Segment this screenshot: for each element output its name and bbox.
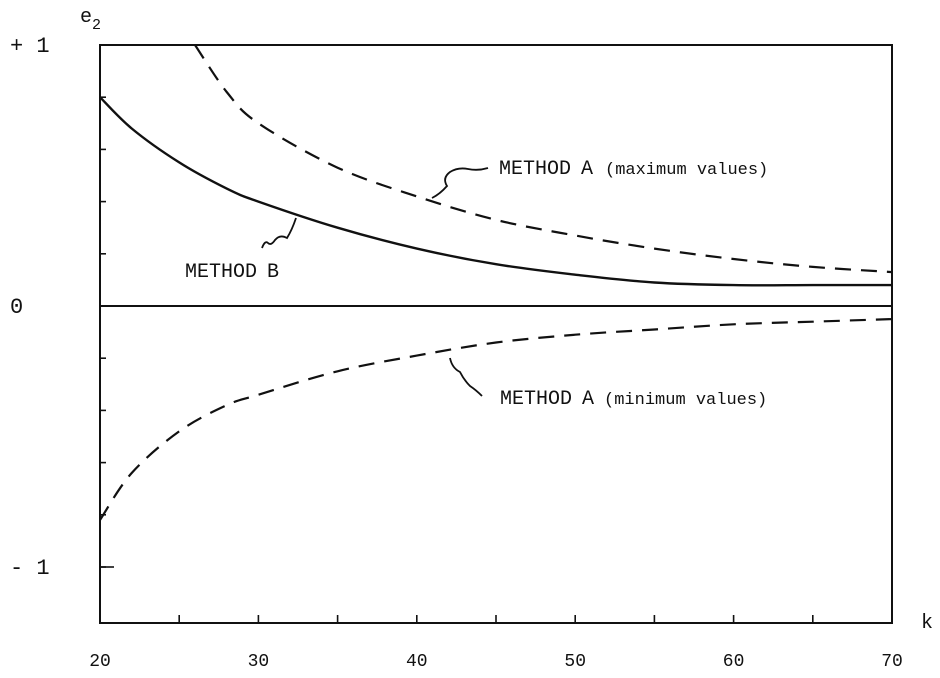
leader-method-b <box>261 217 297 249</box>
x-tick-label: 20 <box>89 652 111 672</box>
y-axis-label: e2 <box>80 6 101 34</box>
annotation-method-a-max: METHOD A (maximum values) <box>499 158 768 181</box>
x-tick-label: 60 <box>723 652 745 672</box>
series-line-1 <box>99 96 892 287</box>
leader-method-a-min <box>449 357 483 397</box>
y-tick-label: 0 <box>10 295 23 320</box>
annotation-method-a-min-letter: A <box>582 388 594 411</box>
axis-ticks <box>100 96 814 623</box>
annotation-method-b-letter: B <box>267 261 279 284</box>
annotation-method-a-max-letter: A <box>581 158 593 181</box>
leader-method-a-max <box>431 167 489 199</box>
x-tick-label: 30 <box>248 652 270 672</box>
annotation-method-b-word: METHOD <box>185 261 257 284</box>
x-axis-label: k <box>921 612 933 635</box>
annotation-method-a-max-paren: (maximum values) <box>605 161 768 180</box>
x-tick-label: 40 <box>406 652 428 672</box>
x-tick-label: 50 <box>564 652 586 672</box>
annotation-method-b: METHOD B <box>185 261 279 284</box>
series-line-2 <box>99 318 893 521</box>
series-group <box>99 44 893 521</box>
annotation-method-a-min: METHOD A (minimum values) <box>500 388 767 411</box>
y-tick-label: + 1 <box>10 34 50 59</box>
plot-frame <box>99 44 893 624</box>
annotation-method-a-min-paren: (minimum values) <box>604 391 767 410</box>
y-axis-label-sub: 2 <box>92 17 101 34</box>
y-axis-label-base: e <box>80 6 92 29</box>
x-tick-label: 70 <box>881 652 903 672</box>
y-tick-label: - 1 <box>10 556 50 581</box>
y-tick-labels: + 1 0 - 1 <box>10 34 50 581</box>
annotation-method-a-min-word: METHOD <box>500 388 572 411</box>
annotation-method-a-max-word: METHOD <box>499 158 571 181</box>
x-tick-labels: 20 30 40 50 60 70 <box>89 652 903 672</box>
